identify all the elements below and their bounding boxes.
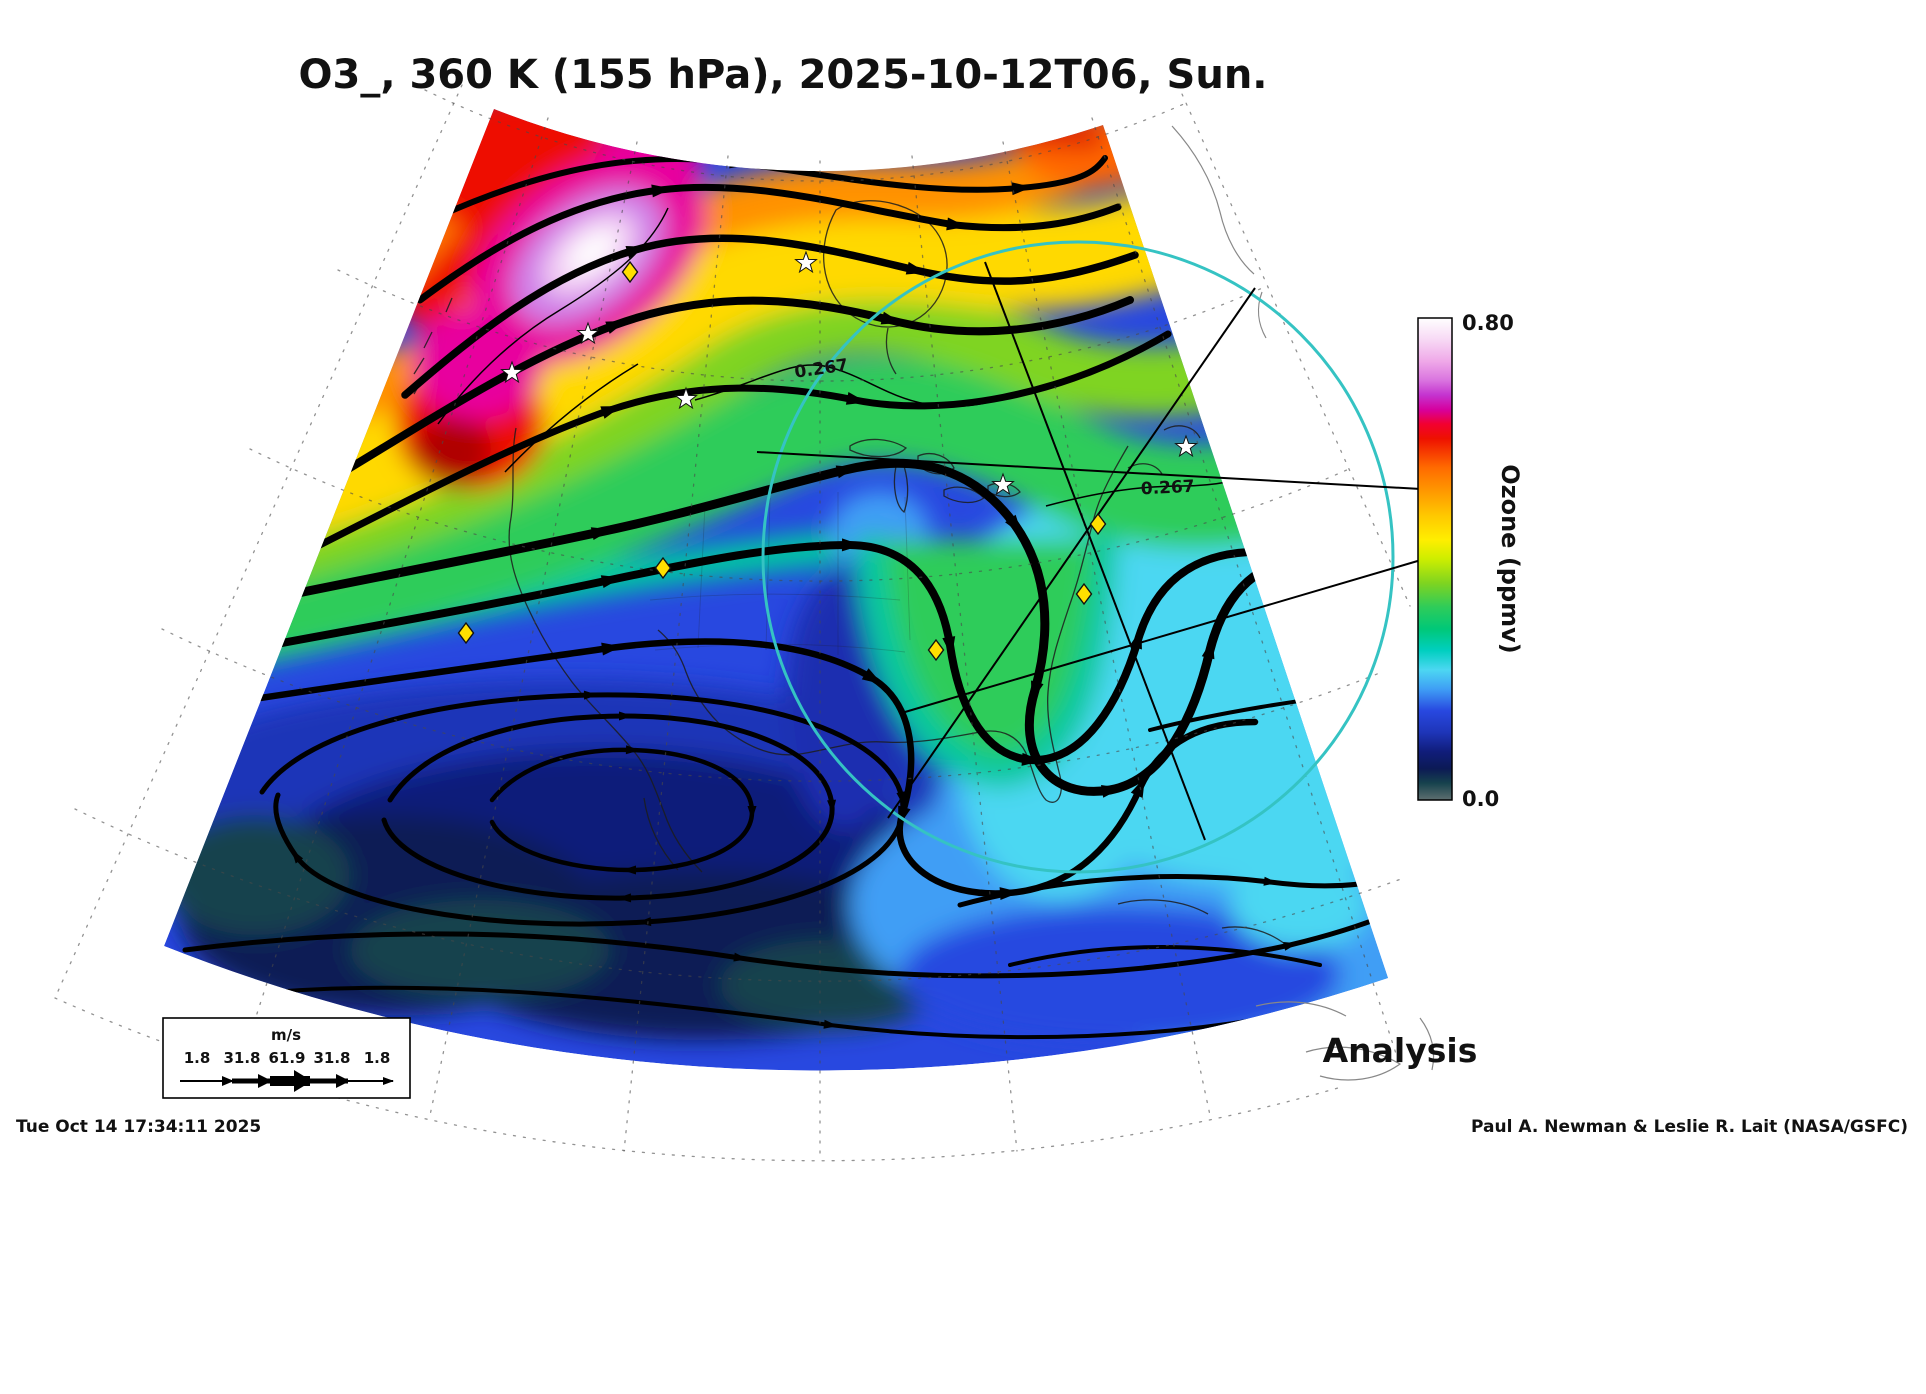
colorbar-min-label: 0.0 (1462, 787, 1499, 811)
wind-legend-tick: 1.8 (184, 1049, 211, 1067)
colorbar-gradient (1417, 317, 1453, 801)
graticule (54, 84, 1411, 1162)
timestamp: Tue Oct 14 17:34:11 2025 (16, 1117, 261, 1137)
cross-section-line (887, 287, 1256, 819)
outer-coastlines (1171, 125, 1435, 1081)
analysis-label: Analysis (1323, 1031, 1478, 1070)
contour-label: 0.267 (1140, 477, 1195, 500)
cross-section-line (904, 559, 1422, 713)
cross-section-lines (756, 261, 1422, 841)
plot-title: O3_, 360 K (155 hPa), 2025-10-12T06, Sun… (298, 52, 1267, 98)
range-circle (761, 240, 1395, 874)
colorbar-max-label: 0.80 (1462, 311, 1514, 335)
cross-section-line (756, 451, 1422, 490)
colorbar: 0.80 0.0 Ozone (ppmv) (1417, 311, 1524, 811)
wind-legend-tick: 31.8 (223, 1049, 260, 1067)
map-fan (164, 109, 1388, 1071)
wind-legend-unit: m/s (271, 1026, 301, 1044)
credit: Paul A. Newman & Leslie R. Lait (NASA/GS… (1471, 1117, 1908, 1137)
wind-legend-tick: 61.9 (268, 1049, 305, 1067)
cross-section-line (984, 261, 1206, 841)
wind-streamlines (164, 155, 1388, 1040)
wind-legend-tick: 1.8 (364, 1049, 391, 1067)
wind-speed-legend: m/s 1.8 31.8 61.9 31.8 1.8 (162, 1017, 411, 1099)
wind-legend-tick: 31.8 (313, 1049, 350, 1067)
ozone-field-blobs (164, 109, 1388, 1060)
wind-legend-arrowheads (222, 1070, 394, 1092)
colorbar-axis-label: Ozone (ppmv) (1496, 464, 1524, 654)
